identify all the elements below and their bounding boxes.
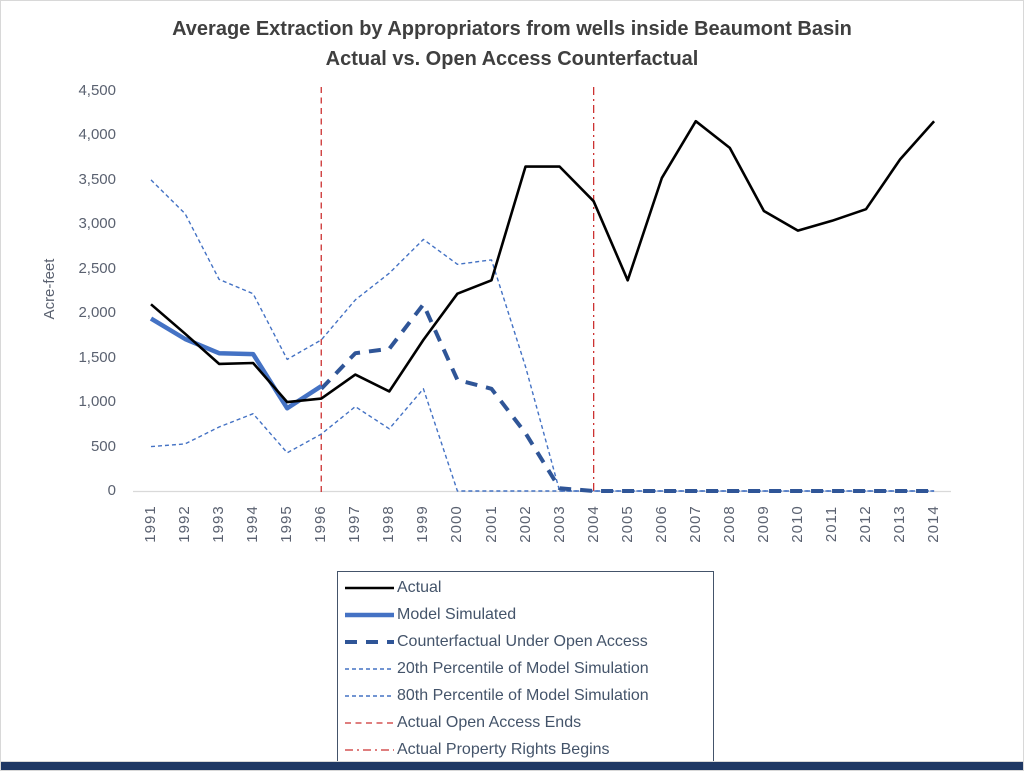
x-tick-label: 2008 (720, 505, 738, 543)
legend-label: Actual Property Rights Begins (397, 740, 610, 758)
chart-title-line2: Actual vs. Open Access Counterfactual (325, 48, 699, 70)
x-tick-label: 2012 (857, 505, 875, 543)
legend-line-sample (345, 748, 394, 751)
chart-title: Average Extraction by Appropriators from… (1, 14, 1023, 74)
legend-item: Model Simulated (338, 601, 713, 628)
chart-title-line1: Average Extraction by Appropriators from… (172, 18, 852, 40)
x-tick-label: 2004 (584, 505, 602, 543)
legend-line-sample (345, 721, 394, 724)
legend-item: Actual Property Rights Begins (338, 736, 713, 763)
y-tick-label: 3,000 (78, 215, 116, 233)
x-tick-label: 2013 (891, 505, 909, 543)
legend-label: Actual Open Access Ends (397, 713, 582, 731)
legend-label: 80th Percentile of Model Simulation (397, 686, 649, 704)
legend-item: 80th Percentile of Model Simulation (338, 682, 713, 709)
x-tick-label: 2010 (788, 505, 806, 543)
x-tick-label: 1997 (346, 505, 364, 543)
y-tick-label: 0 (107, 482, 116, 499)
x-tick-label: 1999 (414, 505, 432, 543)
bottom-accent-bar (1, 762, 1023, 770)
y-tick-label: 4,000 (78, 126, 116, 144)
x-tick-label: 2011 (823, 505, 840, 543)
x-tick-label: 1993 (210, 505, 228, 543)
x-tick-label: 2001 (482, 505, 500, 543)
y-tick-label: 1,000 (78, 393, 116, 411)
legend-item: Actual (338, 574, 713, 601)
series-line-80th-percentile-of-model-simulation (150, 179, 935, 492)
legend-label: Counterfactual Under Open Access (397, 632, 648, 650)
x-tick-label: 2006 (652, 505, 670, 543)
x-tick-label: 1998 (380, 505, 398, 543)
legend-line-sample (345, 612, 394, 617)
series-line-counterfactual-under-open-access (319, 302, 935, 493)
y-tick-label: 4,500 (78, 82, 116, 99)
y-tick-label: 500 (90, 437, 116, 455)
figure-bottom-border (1, 761, 1023, 762)
series-line-model-simulated (149, 316, 323, 411)
y-tick-label: 3,500 (78, 170, 116, 188)
x-tick-label: 2007 (686, 505, 704, 543)
x-tick-label: 2014 (925, 505, 943, 543)
x-tick-label: 2005 (618, 505, 636, 543)
legend-line-sample (345, 694, 394, 697)
x-tick-label: 2000 (448, 505, 466, 543)
legend-item: Actual Open Access Ends (338, 709, 713, 736)
legend-label: Actual (397, 578, 442, 596)
y-tick-label: 1,500 (78, 348, 116, 366)
legend-line-sample (345, 667, 394, 670)
legend-item: Counterfactual Under Open Access (338, 628, 713, 655)
x-tick-label: 1992 (176, 505, 194, 543)
chart-legend: Actual Model Simulated Counterfactual Unde… (337, 571, 714, 762)
series-line-actual (150, 119, 936, 404)
legend-line-sample (345, 586, 394, 589)
x-tick-label: 1991 (142, 505, 159, 543)
legend-item: 20th Percentile of Model Simulation (338, 655, 713, 682)
x-tick-label: 1996 (312, 505, 330, 543)
y-tick-label: 2,000 (78, 304, 116, 322)
series-line-20th-percentile-of-model-simulation (150, 388, 935, 492)
y-tick-label: 2,500 (78, 259, 116, 277)
x-tick-label: 1994 (244, 505, 262, 543)
x-tick-label: 2003 (550, 505, 568, 543)
legend-label: 20th Percentile of Model Simulation (397, 659, 649, 677)
x-tick-label: 2002 (516, 505, 534, 543)
legend-line-sample (345, 639, 394, 644)
x-tick-label: 2009 (754, 505, 772, 543)
legend-label: Model Simulated (397, 605, 517, 623)
x-tick-label: 1995 (278, 505, 296, 543)
